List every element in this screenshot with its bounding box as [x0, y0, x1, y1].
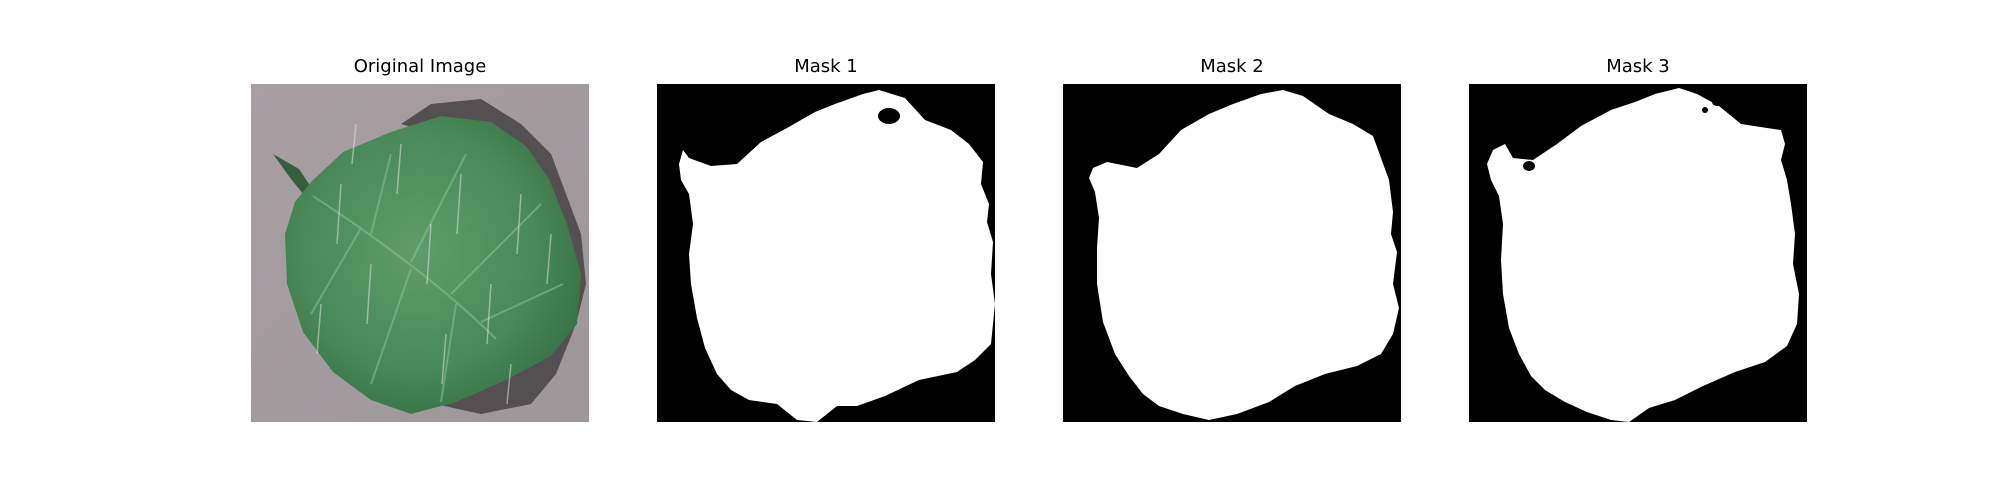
panel-title-mask-1: Mask 1	[794, 56, 858, 77]
mask-1-image	[657, 84, 995, 422]
mask-3-foreground	[1487, 88, 1799, 422]
mask-1	[657, 84, 995, 422]
mask-2	[1063, 84, 1401, 422]
panel-title-original: Original Image	[353, 56, 487, 77]
rain-streaks	[316, 123, 552, 405]
leaf-photo	[251, 84, 589, 422]
mask-3-image	[1469, 84, 1807, 422]
mask-3	[1469, 84, 1807, 422]
leaf-veins	[310, 153, 564, 403]
panel-title-mask-3: Mask 3	[1606, 56, 1670, 77]
mask-2-image	[1063, 84, 1401, 422]
panel-title-mask-2: Mask 2	[1200, 56, 1264, 77]
leaf-body	[285, 116, 581, 414]
mask-2-foreground	[1089, 90, 1399, 420]
mask-1-foreground	[679, 90, 995, 422]
original-image	[251, 84, 589, 422]
